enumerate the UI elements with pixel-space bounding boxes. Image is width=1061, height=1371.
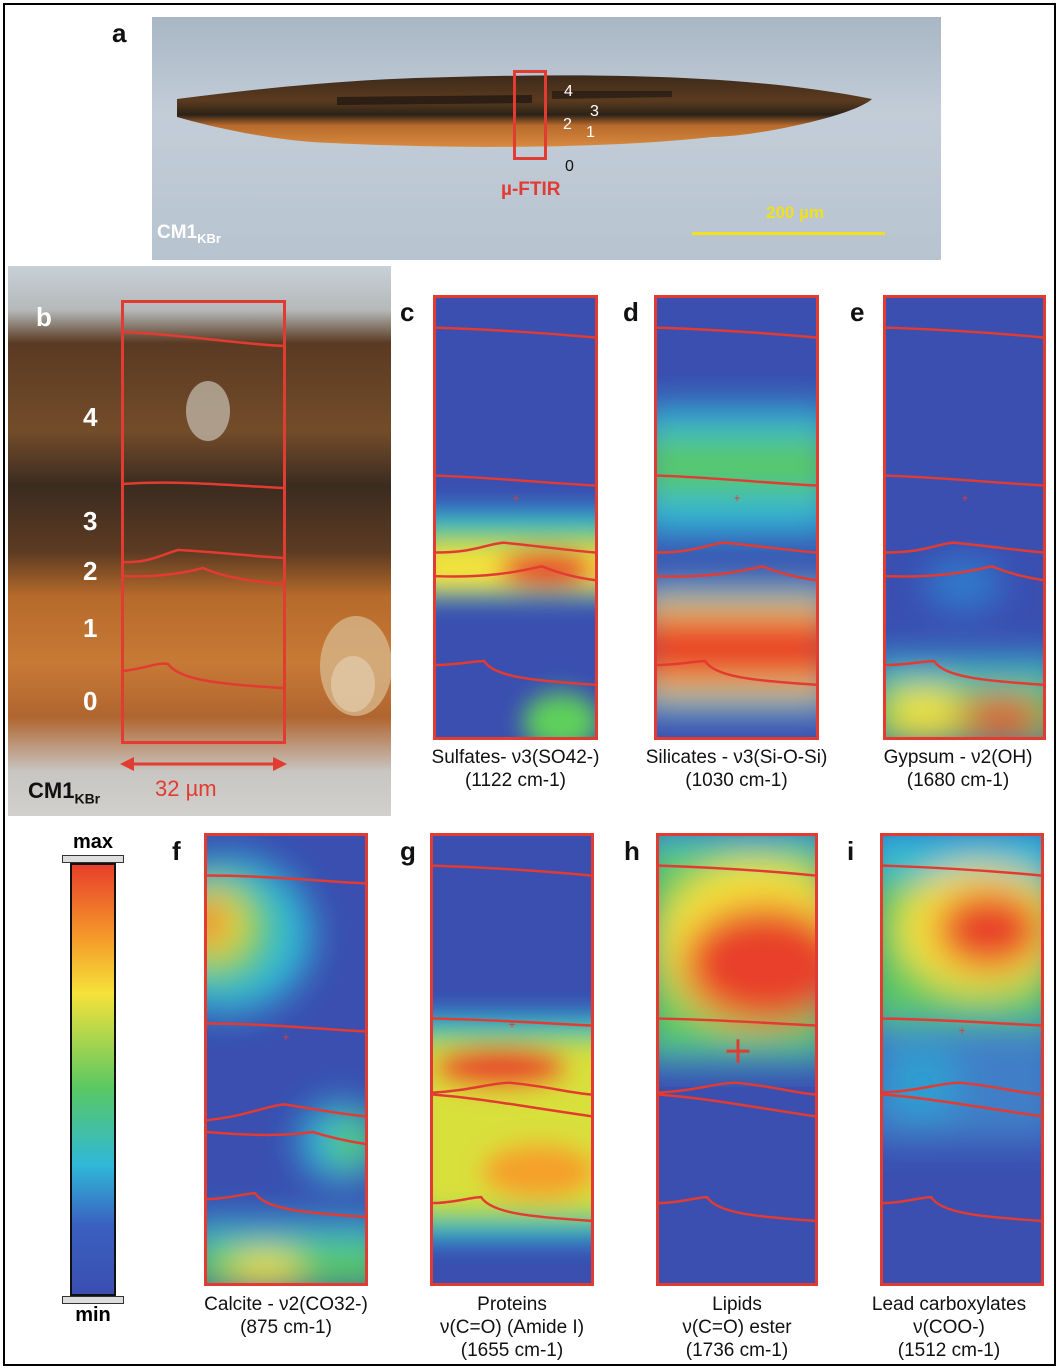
layer-label-4: 4	[564, 83, 573, 100]
map-lipids-heat	[659, 836, 815, 1223]
panel-letter-b: b	[36, 302, 52, 332]
caption-proteins: Proteins ν(C=O) (Amide I) (1655 cm-1)	[439, 1294, 585, 1361]
magnified-photo: b 4 3 2 1 0 32 µm CM1KBr	[8, 266, 391, 816]
ftir-region-box	[513, 70, 547, 160]
panel-letter-c: c	[400, 297, 415, 327]
colorbar-cap-top	[62, 855, 124, 863]
svg-text:+: +	[513, 492, 520, 505]
panel-letter-f: f	[172, 836, 181, 866]
map-proteins-heat: +	[433, 864, 591, 1241]
cross-section-photo-drawing	[177, 75, 872, 147]
panel-letter-e: e	[850, 297, 865, 327]
layer-label-b-4: 4	[83, 402, 98, 432]
layer-label-3: 3	[590, 103, 599, 120]
caption-sulfates: Sulfates- ν3(SO42-) (1122 cm-1)	[431, 747, 600, 791]
map-silicates-heat: +	[657, 326, 816, 713]
scale-bar	[692, 232, 885, 235]
panel-letter-i: i	[847, 836, 855, 866]
panel-letter-a: a	[112, 18, 127, 48]
panel-letter-g: g	[400, 836, 416, 866]
width-arrow	[120, 757, 287, 771]
layer-label-1: 1	[586, 124, 595, 141]
panel-letter-d: d	[623, 297, 639, 327]
layer-boundaries	[122, 330, 285, 690]
cross-section-photo: 4 3 2 1 0 µ-FTIR 200 µm CM1KBr	[152, 17, 941, 260]
map-lead-carboxylates-heat: +	[883, 836, 1041, 1223]
layer-label-0: 0	[565, 158, 574, 175]
layer-label-b-2: 2	[83, 556, 98, 586]
map-proteins: +	[430, 833, 594, 1286]
colorbar-max: max	[72, 831, 114, 853]
svg-text:+: +	[959, 1024, 966, 1037]
figure-frame	[3, 3, 1056, 1366]
map-sulfates-heat: +	[436, 326, 595, 737]
layer-label-b-1: 1	[83, 613, 98, 643]
caption-silicates: Silicates - ν3(Si-O-Si) (1030 cm-1)	[645, 747, 828, 791]
svg-text:+: +	[509, 1018, 516, 1031]
layer-label-b-0: 0	[83, 686, 98, 716]
colorbar-min: min	[75, 1304, 111, 1326]
layer-label-b-3: 3	[83, 506, 98, 536]
colorbar	[70, 863, 116, 1296]
map-silicates: +	[654, 295, 819, 740]
sample-label-a: CM1KBr	[157, 222, 221, 246]
analysis-region-box	[121, 300, 286, 744]
colorbar-cap-bottom	[62, 1296, 124, 1304]
map-lead-carboxylates: +	[880, 833, 1044, 1286]
map-calcite: +	[204, 833, 368, 1286]
scale-label: 200 µm	[766, 203, 824, 222]
ftir-label: µ-FTIR	[501, 179, 561, 200]
svg-text:+: +	[962, 492, 969, 505]
map-gypsum: +	[883, 295, 1046, 740]
caption-calcite: Calcite - ν2(CO32-) (875 cm-1)	[204, 1294, 368, 1338]
map-calcite-heat: +	[207, 855, 365, 1283]
panel-letter-h: h	[624, 836, 640, 866]
layer-label-2: 2	[563, 116, 572, 133]
width-label: 32 µm	[155, 776, 217, 801]
caption-gypsum: Gypsum - ν2(OH) (1680 cm-1)	[883, 747, 1033, 791]
magnified-photo-drawing	[186, 381, 391, 716]
map-sulfates: +	[433, 295, 598, 740]
caption-lead-carboxylates: Lead carboxylates ν(COO-) (1512 cm-1)	[871, 1294, 1027, 1361]
svg-text:+: +	[283, 1031, 290, 1044]
sample-label-b: CM1KBr	[28, 778, 101, 807]
map-lipids	[656, 833, 818, 1286]
caption-lipids: Lipids ν(C=O) ester (1736 cm-1)	[682, 1294, 792, 1361]
map-gypsum-heat: +	[886, 326, 1043, 737]
svg-text:+: +	[734, 492, 741, 505]
